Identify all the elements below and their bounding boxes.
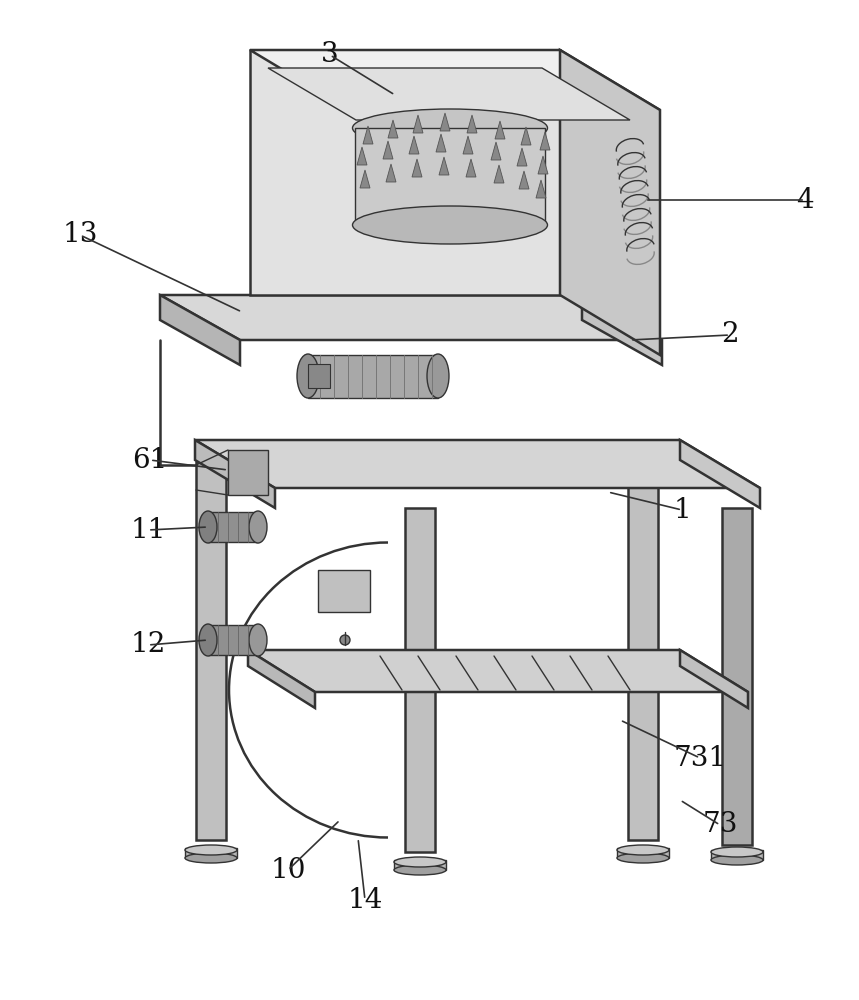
Ellipse shape (199, 511, 217, 543)
Polygon shape (582, 295, 662, 365)
Polygon shape (228, 450, 268, 495)
Polygon shape (466, 159, 476, 177)
Polygon shape (308, 364, 330, 388)
Polygon shape (467, 115, 477, 133)
Polygon shape (491, 142, 501, 160)
Polygon shape (355, 128, 545, 225)
Polygon shape (538, 156, 548, 174)
Polygon shape (680, 440, 760, 508)
Polygon shape (439, 157, 449, 175)
Polygon shape (268, 68, 630, 120)
Polygon shape (250, 50, 660, 110)
Ellipse shape (249, 511, 267, 543)
Polygon shape (463, 136, 473, 154)
Polygon shape (160, 295, 662, 340)
Ellipse shape (711, 847, 763, 857)
Polygon shape (560, 50, 660, 355)
Polygon shape (536, 180, 546, 198)
Text: 1: 1 (673, 496, 691, 524)
Polygon shape (185, 848, 237, 858)
Polygon shape (388, 120, 398, 138)
Polygon shape (617, 848, 669, 858)
Polygon shape (308, 355, 438, 398)
Polygon shape (517, 148, 527, 166)
Ellipse shape (427, 354, 449, 398)
Polygon shape (250, 50, 560, 295)
Ellipse shape (711, 855, 763, 865)
Text: 12: 12 (131, 632, 166, 658)
Polygon shape (208, 625, 258, 655)
Polygon shape (318, 570, 370, 612)
Polygon shape (386, 164, 396, 182)
Ellipse shape (199, 624, 217, 656)
Polygon shape (540, 132, 550, 150)
Polygon shape (208, 512, 258, 542)
Ellipse shape (297, 354, 319, 398)
Polygon shape (495, 121, 505, 139)
Polygon shape (722, 508, 752, 845)
Text: 3: 3 (321, 41, 338, 68)
Ellipse shape (394, 865, 446, 875)
Ellipse shape (352, 109, 547, 147)
Polygon shape (680, 650, 748, 708)
Polygon shape (357, 147, 367, 165)
Polygon shape (405, 508, 435, 852)
Polygon shape (519, 171, 529, 189)
Ellipse shape (394, 857, 446, 867)
Polygon shape (195, 440, 760, 488)
Ellipse shape (249, 624, 267, 656)
Polygon shape (440, 113, 450, 131)
Text: 2: 2 (722, 322, 739, 349)
Polygon shape (360, 170, 370, 188)
Text: 61: 61 (132, 446, 168, 474)
Ellipse shape (617, 845, 669, 855)
Text: 13: 13 (63, 222, 98, 248)
Text: 11: 11 (131, 516, 166, 544)
Polygon shape (711, 850, 763, 860)
Polygon shape (248, 650, 315, 708)
Ellipse shape (617, 853, 669, 863)
Polygon shape (363, 126, 373, 144)
Text: 731: 731 (673, 744, 727, 772)
Polygon shape (248, 650, 748, 692)
Text: 4: 4 (796, 186, 813, 214)
Polygon shape (413, 115, 423, 133)
Polygon shape (195, 440, 275, 508)
Polygon shape (160, 295, 240, 365)
Circle shape (377, 175, 403, 201)
Polygon shape (383, 141, 393, 159)
Text: 10: 10 (271, 856, 306, 884)
Polygon shape (394, 860, 446, 870)
Polygon shape (494, 165, 504, 183)
Text: 73: 73 (703, 812, 738, 838)
Polygon shape (628, 460, 658, 840)
Polygon shape (436, 134, 446, 152)
Circle shape (340, 635, 350, 645)
Polygon shape (412, 159, 422, 177)
Polygon shape (521, 127, 531, 145)
Ellipse shape (352, 206, 547, 244)
Polygon shape (196, 462, 226, 840)
Ellipse shape (185, 853, 237, 863)
Polygon shape (409, 136, 419, 154)
Text: 14: 14 (347, 886, 383, 914)
Ellipse shape (185, 845, 237, 855)
